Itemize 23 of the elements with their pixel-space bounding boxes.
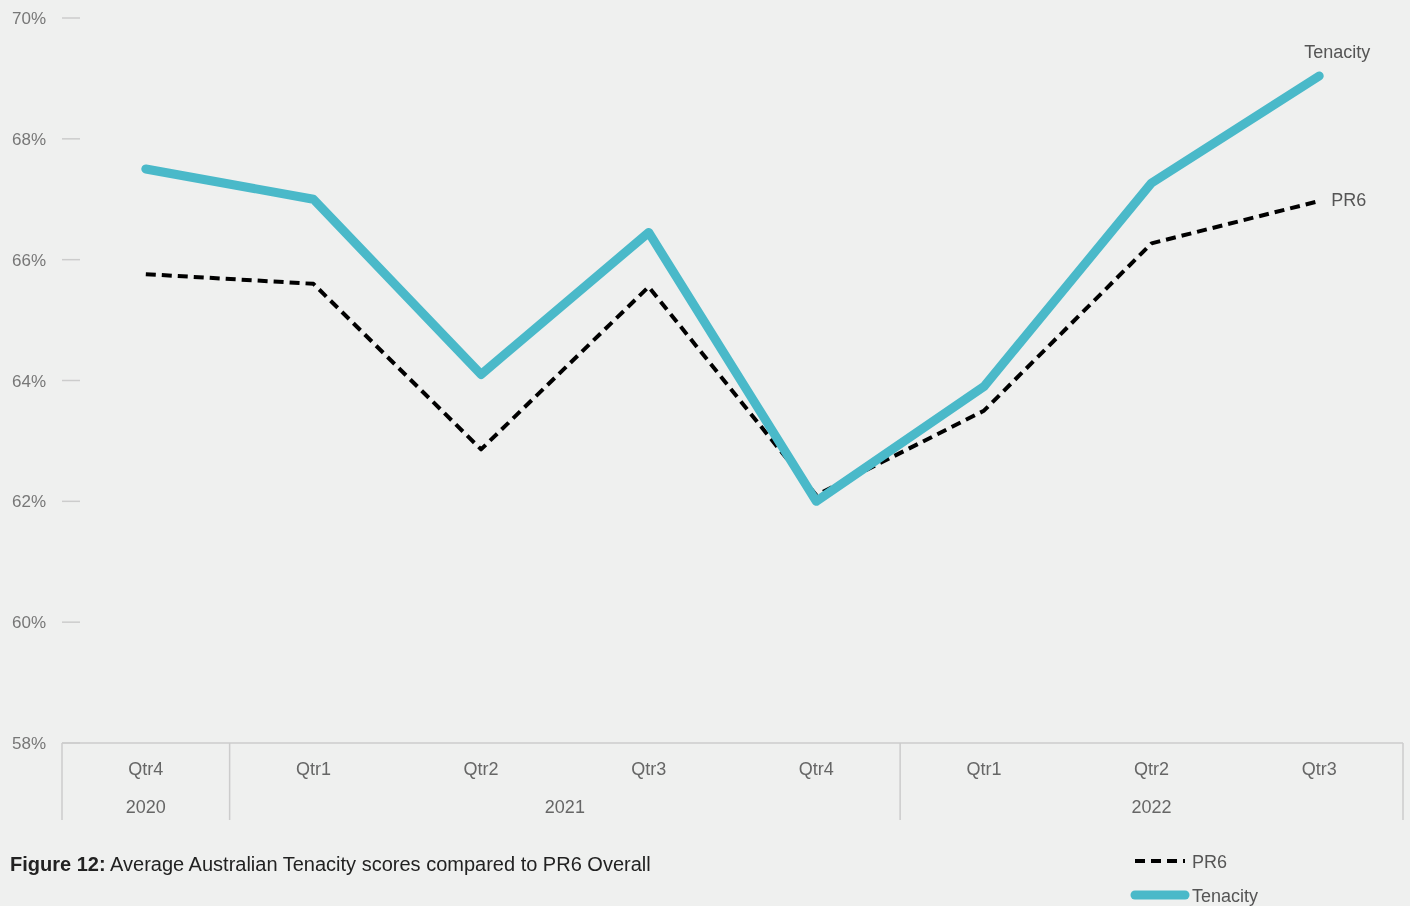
y-tick-label: 64% [11, 371, 46, 391]
text: PR6 [1331, 190, 1367, 211]
x-tick-label: Qtr1 [966, 759, 1002, 779]
x-tick-label: Qtr3 [1301, 759, 1337, 779]
y-tick-label: 60% [11, 613, 46, 633]
x-tick-label: Qtr4 [798, 759, 834, 779]
text: Tenacity [1304, 42, 1371, 62]
y-tick-label: 58% [11, 734, 46, 753]
legend-label: Tenacity [1192, 886, 1259, 906]
y-tick-label: 68% [11, 129, 46, 149]
x-tick-label: Qtr2 [1134, 759, 1170, 779]
y-tick-label: 66% [11, 250, 46, 270]
text: 2020 [125, 797, 166, 817]
legend-label: PR6 [1192, 852, 1228, 872]
text: 2021 [544, 797, 585, 817]
y-tick-label: 62% [11, 492, 46, 512]
x-tick-label: Qtr1 [295, 759, 331, 779]
x-tick-label: Qtr3 [631, 759, 667, 779]
text: 2022 [1131, 797, 1172, 817]
x-tick-label: Qtr4 [128, 759, 164, 779]
y-tick-label: 70% [11, 9, 46, 28]
x-tick-label: Qtr2 [463, 759, 499, 779]
text: Figure 12: Average Australian Tenacity scores compared to PR6 Overall [10, 853, 651, 875]
